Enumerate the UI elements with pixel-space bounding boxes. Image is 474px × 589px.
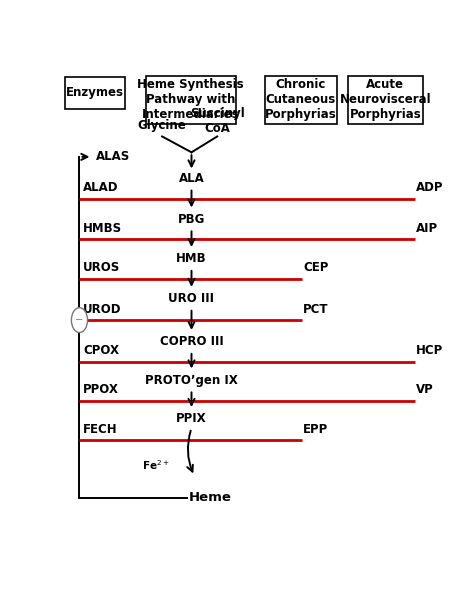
Text: HMB: HMB: [176, 253, 207, 266]
Text: Heme: Heme: [189, 491, 231, 504]
FancyBboxPatch shape: [146, 76, 236, 124]
Text: PCT: PCT: [303, 303, 328, 316]
FancyBboxPatch shape: [265, 76, 337, 124]
Text: CPOX: CPOX: [83, 345, 119, 358]
Text: HCP: HCP: [416, 345, 444, 358]
Text: Heme Synthesis
Pathway with
Intermediaries: Heme Synthesis Pathway with Intermediari…: [137, 78, 244, 121]
Text: ALA: ALA: [179, 172, 204, 185]
FancyBboxPatch shape: [65, 77, 125, 109]
Text: Acute
Neurovisceral
Porphyrias: Acute Neurovisceral Porphyrias: [339, 78, 431, 121]
FancyBboxPatch shape: [347, 76, 423, 124]
Text: EPP: EPP: [303, 423, 328, 436]
Text: PBG: PBG: [178, 213, 205, 226]
Text: PPOX: PPOX: [83, 383, 119, 396]
Text: PPIX: PPIX: [176, 412, 207, 425]
Text: CEP: CEP: [303, 262, 328, 274]
Text: FECH: FECH: [83, 423, 118, 436]
Text: Fe$^{2+}$: Fe$^{2+}$: [142, 458, 169, 472]
Text: ALAS: ALAS: [96, 150, 130, 163]
Ellipse shape: [72, 307, 88, 333]
Text: COPRO III: COPRO III: [160, 335, 223, 348]
Text: −: −: [75, 315, 83, 325]
Text: ALAD: ALAD: [83, 181, 118, 194]
Text: UROD: UROD: [83, 303, 122, 316]
Text: ADP: ADP: [416, 181, 444, 194]
Text: Chronic
Cutaneous
Porphyrias: Chronic Cutaneous Porphyrias: [265, 78, 337, 121]
Text: URO III: URO III: [168, 292, 215, 305]
Text: HMBS: HMBS: [83, 222, 122, 235]
Text: VP: VP: [416, 383, 434, 396]
Text: Enzymes: Enzymes: [66, 87, 124, 100]
Text: UROS: UROS: [83, 262, 120, 274]
Text: Succinyl
CoA: Succinyl CoA: [190, 107, 245, 135]
Text: AIP: AIP: [416, 222, 438, 235]
Text: PROTO’gen IX: PROTO’gen IX: [145, 374, 238, 387]
Text: Glycine: Glycine: [138, 119, 186, 132]
